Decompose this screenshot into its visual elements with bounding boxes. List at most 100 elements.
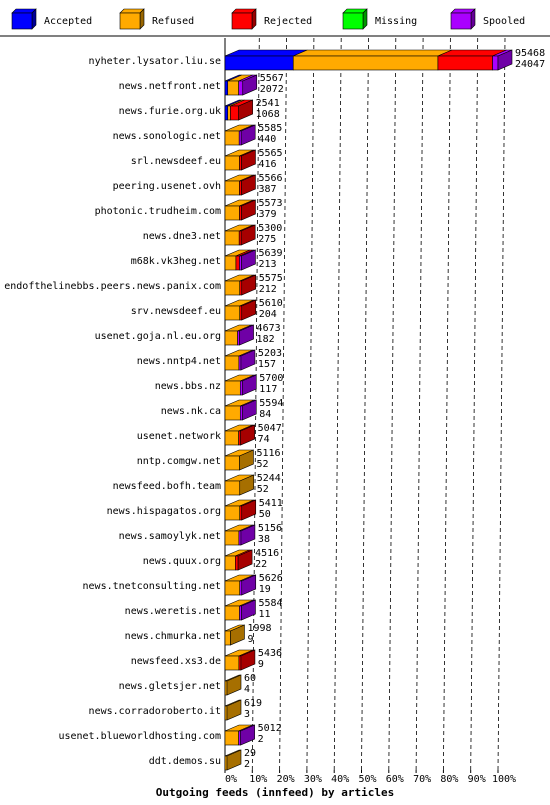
row-label: news.nk.ca (161, 406, 221, 417)
grid-line (497, 37, 506, 771)
bar-segment-refused (224, 480, 241, 496)
bar-segment-refused (224, 205, 240, 221)
x-tick-label: 20% (277, 774, 295, 785)
bar-side (240, 649, 256, 671)
bar-side (497, 49, 513, 71)
bar-row (224, 99, 253, 121)
bar-row (224, 424, 255, 446)
row-value-total: 5584 (258, 598, 282, 609)
bar-side (241, 174, 256, 196)
bar-row (224, 474, 255, 496)
bar-segment-refused (224, 130, 240, 146)
bar-segment-refused-top (293, 49, 453, 57)
bar-segment-refused (224, 580, 241, 596)
row-value-second: 182 (257, 334, 275, 345)
bar-row (224, 224, 256, 246)
row-label: srv.newsdeef.eu (131, 306, 221, 317)
bar-row (224, 324, 254, 346)
bar-segment-rejected (235, 555, 239, 571)
bar-side (240, 349, 256, 371)
legend-item-refused: Refused (119, 8, 194, 30)
row-value-second: 387 (258, 184, 276, 195)
row-label: ddt.demos.su (149, 756, 221, 767)
bar-segment-refused (224, 305, 241, 321)
row-value-second: 275 (258, 234, 276, 245)
x-tick-label: 0% (225, 774, 237, 785)
x-tick-label: 30% (304, 774, 322, 785)
bar-segment-refused (224, 230, 240, 246)
bar-row (224, 49, 513, 71)
row-value-total: 5594 (259, 398, 283, 409)
bar-segment-refused (227, 105, 231, 121)
bar-row (224, 249, 256, 271)
legend-item-missing: Missing (342, 8, 417, 30)
bar-segment-refused (224, 730, 239, 746)
x-tick-label: 60% (386, 774, 404, 785)
row-label: usenet.blueworldhosting.com (58, 731, 221, 742)
row-value-total: 5626 (259, 573, 283, 584)
row-value-total: 5116 (256, 448, 280, 459)
row-value-second: 52 (256, 459, 268, 470)
row-value-total: 95468 (515, 48, 545, 59)
x-axis-title: Outgoing feeds (innfeed) by articles (156, 786, 394, 799)
row-value-total: 1998 (247, 623, 271, 634)
row-label: news.weretis.net (125, 606, 221, 617)
bar-side (241, 199, 256, 221)
bar-side (241, 299, 257, 321)
legend-label: Rejected (264, 16, 312, 27)
row-value-second: 204 (259, 309, 277, 320)
row-value-second: 84 (259, 409, 271, 420)
bar-row (224, 449, 254, 471)
row-value-second: 52 (257, 484, 269, 495)
bar-segment-refused (292, 55, 439, 71)
row-label: nntp.comgw.net (137, 456, 221, 467)
x-tick-label: 100% (492, 774, 516, 785)
legend-swatch (119, 12, 141, 30)
row-value-second: 22 (255, 559, 267, 570)
legend-swatch-side (31, 8, 37, 30)
bar-segment-refused (224, 505, 241, 521)
row-label: endofthelinebbs.peers.news.panix.com (4, 281, 221, 292)
row-value-second: 212 (259, 284, 277, 295)
row-label: news.quux.org (143, 556, 221, 567)
row-value-second: 3 (244, 709, 250, 720)
bars (224, 49, 513, 771)
grid-line (388, 37, 397, 771)
row-value-total: 5300 (258, 223, 282, 234)
grid (224, 37, 506, 771)
bar-segment-rejected (235, 255, 240, 271)
row-value-total: 4673 (257, 323, 281, 334)
bar-row (224, 699, 242, 721)
legend-swatch (11, 12, 33, 30)
bar-segment-refused (224, 405, 241, 421)
row-value-total: 5203 (258, 348, 282, 359)
row-label: news.nntp4.net (137, 356, 221, 367)
row-label: newsfeed.xs3.de (131, 656, 221, 667)
bar-segment-refused (224, 330, 238, 346)
row-value-second: 38 (258, 534, 270, 545)
bar-segment-accepted (224, 80, 229, 96)
row-value-total: 5436 (258, 648, 282, 659)
bar-row (224, 749, 242, 771)
row-label: usenet.goja.nl.eu.org (95, 331, 221, 342)
bar-row (224, 299, 257, 321)
row-value-total: 5639 (258, 248, 282, 259)
bar-side (240, 424, 255, 446)
bar-segment-refused (224, 455, 240, 471)
bar-row (224, 349, 256, 371)
bar-segment-rejected (230, 105, 239, 121)
row-label: news.tnetconsulting.net (83, 581, 221, 592)
legend-swatch-side (362, 8, 368, 30)
row-value-total: 5411 (259, 498, 283, 509)
row-value-second: 50 (259, 509, 271, 520)
row-value-second: 157 (258, 359, 276, 370)
row-value-total: 5565 (258, 148, 282, 159)
row-value-second: 213 (258, 259, 276, 270)
bar-segment-rejected (437, 55, 493, 71)
legend-swatch (450, 12, 472, 30)
bar-side (239, 449, 254, 471)
bar-side (237, 549, 253, 571)
row-labels: nyheter.lysator.liu.se news.netfront.net n… (4, 56, 221, 767)
legend-item-spooled: Spooled (450, 8, 525, 30)
bar-side (226, 674, 242, 696)
